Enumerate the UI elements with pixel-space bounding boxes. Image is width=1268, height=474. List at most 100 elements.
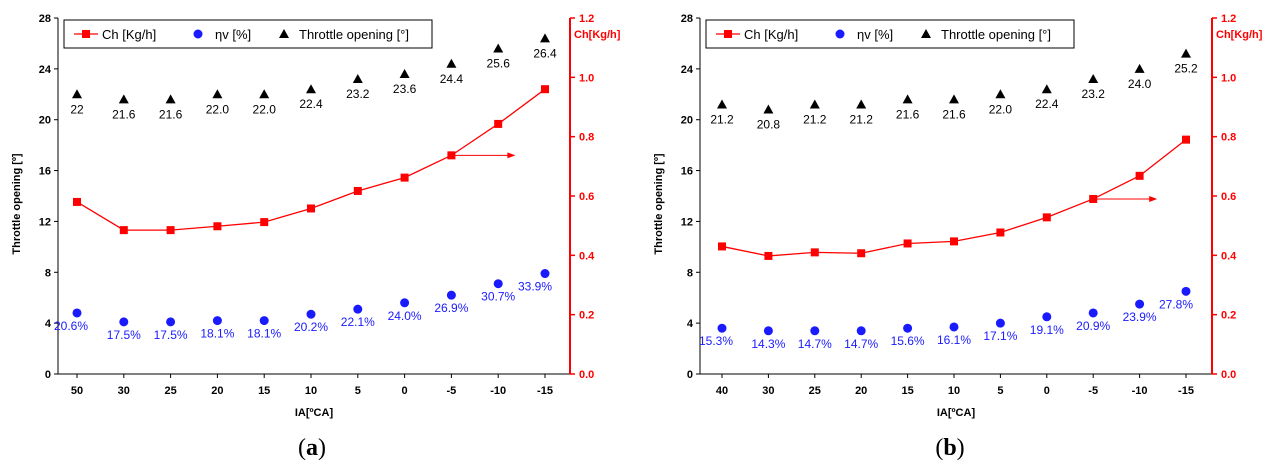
eta-data-label: 15.6% <box>891 334 925 348</box>
throttle-data-label: 21.6 <box>112 107 136 121</box>
x-tick-label: 15 <box>258 385 270 397</box>
right-tick-label: 1.2 <box>1221 13 1236 25</box>
eta-data-label: 20.6% <box>54 319 88 333</box>
ch-point <box>764 251 773 260</box>
throttle-point <box>1134 63 1145 73</box>
panel-label-letter: b <box>943 435 956 461</box>
right-tick-label: 0.4 <box>579 250 595 262</box>
x-tick-label: 5 <box>355 385 361 397</box>
x-axis-title: IA[ºCA] <box>937 407 976 419</box>
throttle-point <box>446 58 457 68</box>
throttle-point <box>949 94 959 104</box>
eta-point <box>1135 299 1145 309</box>
eta-data-label: 30.7% <box>481 290 515 304</box>
eta-point <box>353 304 363 314</box>
left-tick-label: 16 <box>39 166 51 178</box>
x-tick-label: 30 <box>118 385 130 397</box>
left-tick-label: 4 <box>687 318 694 330</box>
chart-panel-b: 0 4 8 12 16 20 24 28 0.0 0.2 0.4 0.6 0.8 1.0 1.2 40 30 25… <box>653 13 1263 461</box>
eta-data-label: 26.9% <box>434 301 468 315</box>
eta-point <box>903 323 913 333</box>
x-tick-label: -5 <box>1088 385 1098 397</box>
throttle-data-label: 22 <box>70 102 84 116</box>
legend-throttle-marker <box>279 29 289 38</box>
eta-point <box>949 322 959 332</box>
eta-point <box>540 269 550 279</box>
eta-data-label: 16.1% <box>937 333 971 347</box>
legend-throttle-marker <box>921 29 931 38</box>
eta-point <box>1042 312 1052 322</box>
ch-point <box>353 186 362 195</box>
eta-data-label: 33.9% <box>518 280 552 294</box>
right-tick-label: 0.6 <box>579 191 594 203</box>
eta-point <box>119 317 129 327</box>
ch-point <box>950 237 958 246</box>
throttle-data-label: 22.4 <box>299 97 323 111</box>
y2-axis-title: Ch[Kg/h] <box>574 29 621 41</box>
eta-data-label: 17.5% <box>107 328 141 342</box>
ch-point <box>260 218 269 227</box>
left-tick-label: 20 <box>681 115 693 127</box>
ch-point <box>857 249 866 258</box>
legend-eta-marker <box>193 29 203 39</box>
x-tick-label: -10 <box>490 385 506 397</box>
throttle-data-label: 21.6 <box>159 107 183 121</box>
throttle-point <box>763 104 774 114</box>
right-tick-label: 1.2 <box>579 13 594 25</box>
eta-data-label: 20.2% <box>294 320 328 334</box>
legend-box <box>705 19 1075 49</box>
ch-point <box>1135 171 1144 180</box>
legend-ch-marker <box>82 30 90 38</box>
legend-entry-eta: ηv [%] <box>857 27 893 42</box>
ch-point <box>166 226 175 235</box>
throttle-point <box>809 99 820 109</box>
x-tick-label: -5 <box>447 385 457 397</box>
x-tick-label: 25 <box>164 385 176 397</box>
ch-point <box>119 226 128 235</box>
throttle-point <box>259 89 270 99</box>
panel-label-open: ( <box>935 435 943 461</box>
right-tick-label: 0.6 <box>1221 191 1236 203</box>
legend-entry-throttle: Throttle opening [°] <box>299 27 409 42</box>
eta-point <box>400 298 410 308</box>
eta-data-label: 23.9% <box>1123 310 1157 324</box>
eta-data-label: 17.1% <box>983 329 1017 343</box>
left-tick-label: 24 <box>39 64 52 76</box>
pointer-arrow-head <box>507 152 516 159</box>
left-tick-label: 28 <box>681 13 693 25</box>
throttle-point <box>118 94 129 104</box>
eta-data-label: 27.8% <box>1159 297 1193 311</box>
eta-data-label: 17.5% <box>154 328 188 342</box>
left-tick-label: 12 <box>39 216 51 228</box>
left-tick-label: 4 <box>45 318 52 330</box>
eta-point <box>810 326 820 336</box>
throttle-data-label: 22.0 <box>989 102 1013 116</box>
right-tick-label: 0.8 <box>1221 132 1236 144</box>
panel-label-close: ) <box>318 435 326 461</box>
right-tick-label: 0.8 <box>579 132 594 144</box>
x-tick-label: 10 <box>948 385 960 397</box>
eta-data-label: 18.1% <box>200 327 234 341</box>
throttle-data-label: 22.0 <box>253 102 277 116</box>
eta-data-label: 19.1% <box>1030 323 1064 337</box>
ch-point <box>810 248 819 257</box>
eta-data-label: 20.9% <box>1076 319 1110 333</box>
legend: Ch [Kg/h] ηv [%] Throttle opening [°] <box>63 19 433 49</box>
ch-point <box>1042 213 1051 222</box>
throttle-point <box>1088 74 1099 84</box>
eta-point <box>166 317 176 327</box>
y2-axis-title: Ch[Kg/h] <box>1216 29 1263 41</box>
right-tick-label: 0.2 <box>579 310 594 322</box>
throttle-data-label: 22.0 <box>206 102 230 116</box>
eta-data-label: 22.1% <box>341 315 375 329</box>
throttle-point <box>165 94 176 104</box>
throttle-point <box>995 89 1006 99</box>
throttle-data-label: 22.4 <box>1035 97 1059 111</box>
throttle-data-label: 21.6 <box>942 107 966 121</box>
throttle-data-label: 21.2 <box>710 112 734 126</box>
throttle-point <box>902 94 913 104</box>
right-tick-label: 0.0 <box>1221 369 1236 381</box>
ch-point <box>996 228 1005 237</box>
ch-point <box>541 85 549 94</box>
pointer-arrow-head <box>1149 195 1158 202</box>
